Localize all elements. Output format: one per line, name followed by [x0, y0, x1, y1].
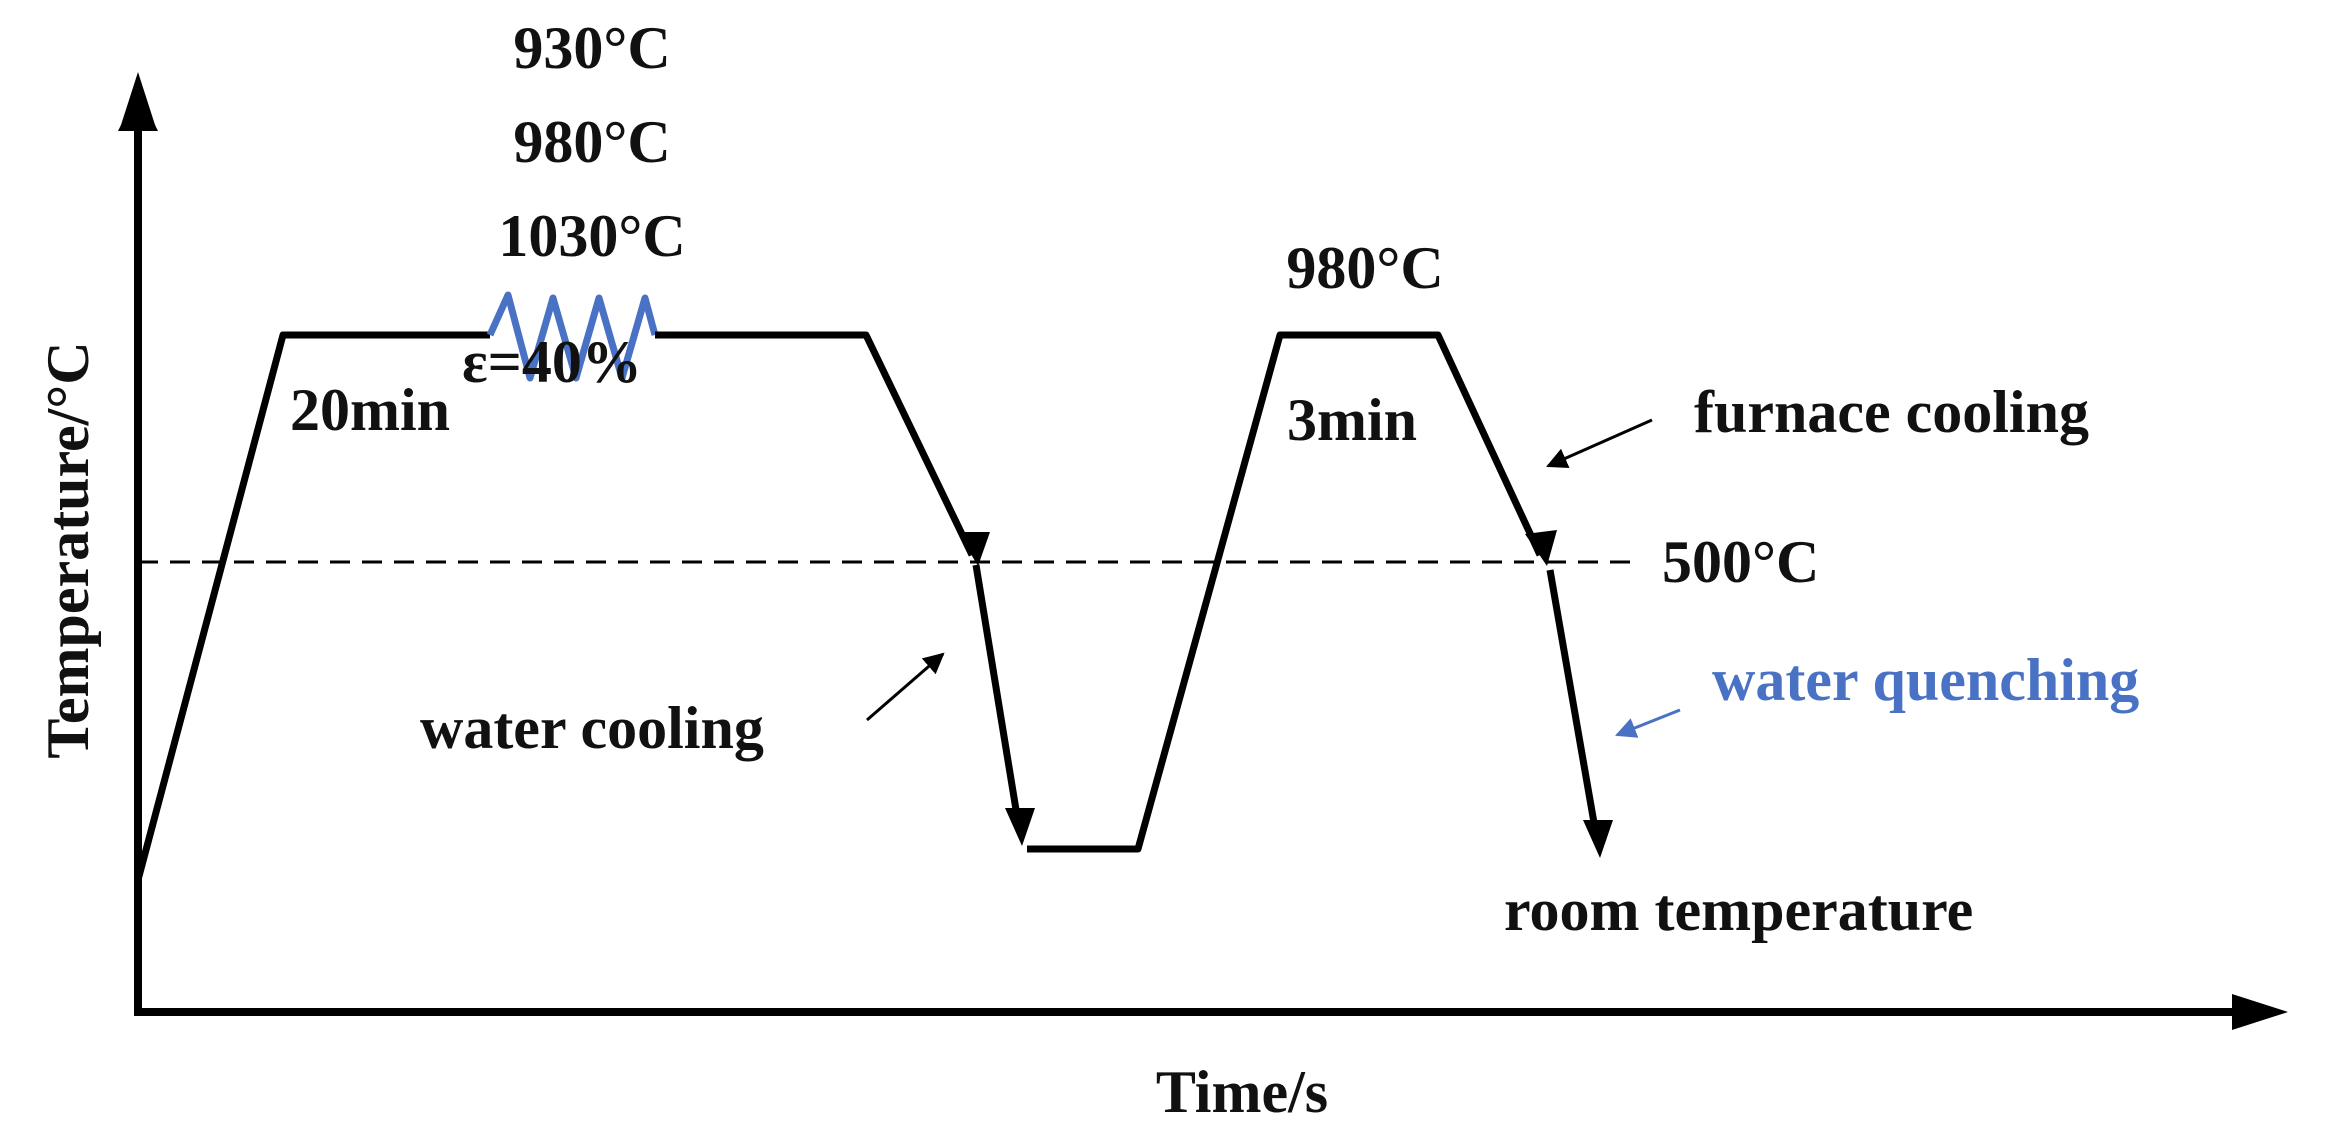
- stage1-cooling-arrowhead-a: [958, 532, 990, 566]
- room-temperature-label: room temperature: [1504, 877, 1973, 943]
- water-cooling-label: water cooling: [420, 695, 764, 761]
- stage1-temperature-1: 930°C: [513, 15, 670, 81]
- y-axis-label: Temperature/°C: [35, 341, 101, 758]
- strain-label: ε=40%: [462, 329, 642, 395]
- stage1-cooling-arrowhead-b: [1005, 808, 1035, 846]
- stage1-temperature-3: 1030°C: [498, 203, 685, 269]
- x-axis-arrowhead: [2232, 994, 2288, 1030]
- water-cooling-pointer: [866, 652, 945, 722]
- furnace-cooling-pointer: [1546, 418, 1653, 468]
- stage2-water-quenching-segment: [1546, 569, 1601, 841]
- room-temperature-dwell-and-stage2: [1027, 331, 1544, 853]
- stage1-hold-time: 20min: [290, 377, 450, 443]
- water-quenching-label: water quenching: [1712, 647, 2139, 713]
- stage1-temperature-2: 980°C: [513, 109, 670, 175]
- y-axis-arrowhead: [120, 72, 156, 128]
- furnace-cooling-label: furnace cooling: [1694, 379, 2089, 445]
- water-quenching-pointer: [1615, 708, 1681, 738]
- stage2-hold-time: 3min: [1287, 387, 1417, 453]
- reference-line-label: 500°C: [1662, 529, 1819, 595]
- stage1-heating-and-hold: [134, 331, 490, 881]
- x-axis-label: Time/s: [1156, 1059, 1328, 1125]
- stage2-cooling-arrowhead-a: [1525, 530, 1557, 566]
- stage2-cooling-arrowhead-b: [1583, 820, 1613, 858]
- stage2-temperature: 980°C: [1286, 235, 1443, 301]
- stage1-hold-after-deformation: [655, 331, 976, 557]
- stage1-water-cooling-segment: [972, 564, 1023, 829]
- deformation-zigzag: [486, 291, 659, 382]
